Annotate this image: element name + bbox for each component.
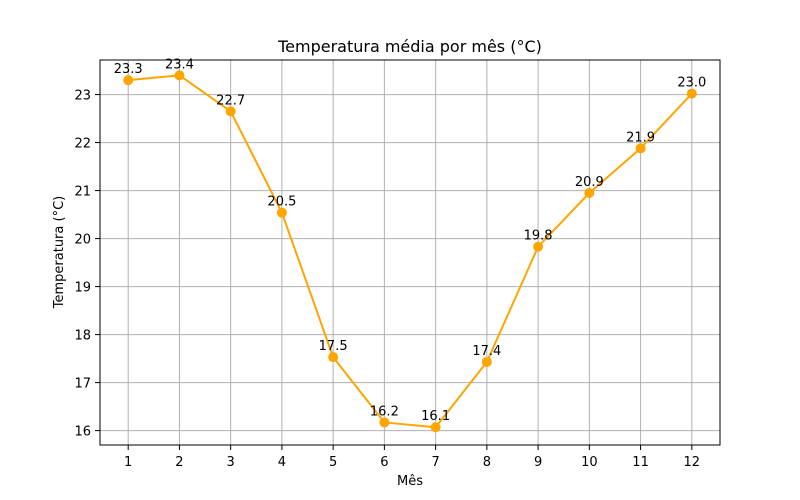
y-tick-label: 18: [74, 329, 91, 344]
plot-area-frame: [99, 59, 721, 446]
data-label: 17.5: [319, 339, 348, 354]
x-tick-label: 8: [483, 455, 491, 470]
series-line: [128, 74, 693, 429]
data-label: 20.9: [575, 175, 604, 190]
data-label: 20.5: [267, 195, 296, 210]
x-tick-label: 7: [431, 455, 439, 470]
x-axis-label: Mês: [397, 474, 423, 489]
data-point-marker: [225, 106, 236, 117]
data-label: 21.9: [626, 130, 655, 145]
data-point-marker: [584, 187, 595, 198]
x-tick-label: 6: [380, 455, 388, 470]
series-layer: 23.3 23.4 22.7 20.5 17.5 16.2 16.1 17.4 19.8 20.9…: [114, 57, 706, 433]
data-point-marker: [123, 75, 134, 86]
y-tick-label: 17: [74, 377, 91, 392]
x-tick-label: 4: [278, 455, 286, 470]
data-label: 19.8: [524, 229, 553, 244]
data-point-marker: [379, 417, 390, 428]
y-tick-label: 22: [74, 137, 91, 152]
x-tick-label: 12: [684, 455, 701, 470]
y-tick-label: 19: [74, 281, 91, 296]
y-tick-label: 20: [74, 233, 91, 248]
data-point-marker: [328, 352, 339, 363]
x-tick-label: 9: [534, 455, 542, 470]
data-label: 17.4: [472, 344, 501, 359]
x-tick-label: 5: [329, 455, 337, 470]
y-tick-label: 21: [74, 185, 91, 200]
x-tick-label: 11: [632, 455, 649, 470]
y-axis-label: Temperatura (°C): [52, 196, 67, 309]
data-point-marker: [686, 88, 697, 99]
y-axis: 16 17 18 19 20 21 22 23: [74, 89, 100, 440]
x-tick-label: 2: [175, 455, 183, 470]
chart-title: Temperatura média por mês (°C): [277, 37, 542, 56]
data-point-marker: [481, 356, 492, 367]
grid: [100, 60, 720, 445]
data-label: 16.1: [421, 409, 450, 424]
x-tick-label: 10: [581, 455, 598, 470]
y-tick-label: 23: [74, 89, 91, 104]
data-label: 23.3: [114, 62, 143, 77]
data-point-marker: [533, 241, 544, 252]
data-point-marker: [430, 422, 441, 433]
x-axis: 1 2 3 4 5 6 7 8 9 10 11 12: [124, 445, 700, 470]
data-label: 23.4: [165, 57, 194, 72]
data-label: 16.2: [370, 404, 399, 419]
x-tick-label: 3: [227, 455, 235, 470]
data-point-marker: [276, 207, 287, 218]
data-label: 22.7: [216, 93, 245, 108]
x-tick-label: 1: [124, 455, 132, 470]
data-label: 23.0: [677, 76, 706, 91]
y-tick-label: 16: [74, 425, 91, 440]
data-point-marker: [174, 70, 185, 81]
data-point-marker: [635, 143, 646, 154]
